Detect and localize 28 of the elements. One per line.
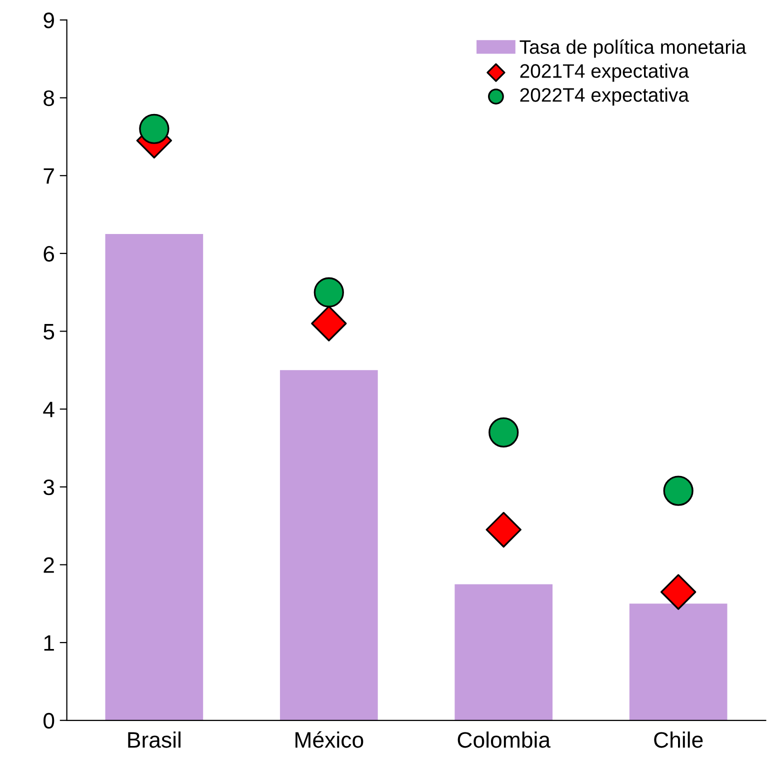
point [488, 417, 519, 448]
point [139, 114, 170, 144]
bar [105, 234, 204, 720]
bar [280, 370, 378, 720]
y-tick-label: 1 [44, 635, 54, 651]
legend-label: 2022T4 expectativa [520, 88, 690, 106]
y-tick-label: 8 [44, 90, 54, 106]
bar [629, 604, 728, 720]
x-tick-label: Brasil [128, 731, 180, 748]
y-tick-label: 0 [44, 712, 54, 729]
point [314, 277, 344, 308]
x-tick-label: Colombia [458, 731, 551, 748]
point [311, 306, 347, 342]
y-tick-label: 2 [44, 557, 54, 573]
y-tick-label: 6 [44, 246, 54, 262]
y-tick-label: 4 [43, 402, 54, 418]
y-tick-label: 3 [44, 479, 54, 496]
bar [454, 584, 553, 720]
point [660, 574, 696, 610]
x-tick-label: México [296, 731, 364, 748]
legend-label: 2021T4 expectativa [520, 64, 690, 82]
x-tick-label: Chile [654, 731, 703, 748]
legend-label: Tasa de política monetaria [520, 39, 746, 58]
point [486, 512, 522, 548]
y-tick-label: 5 [44, 324, 54, 340]
y-tick-label: 7 [44, 168, 54, 184]
point [663, 476, 694, 506]
y-tick-label: 9 [44, 12, 54, 28]
